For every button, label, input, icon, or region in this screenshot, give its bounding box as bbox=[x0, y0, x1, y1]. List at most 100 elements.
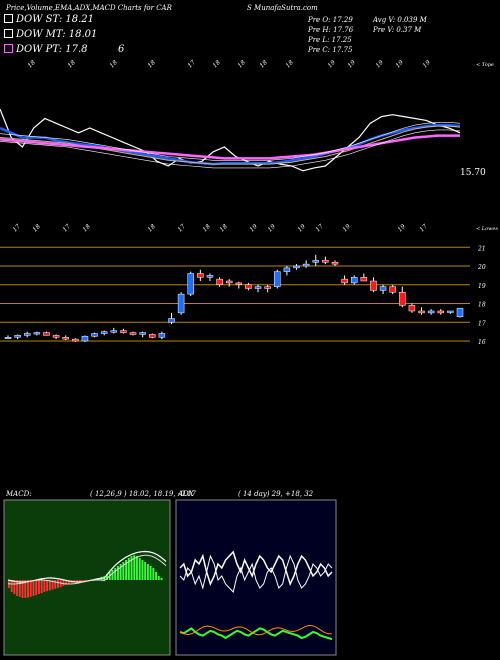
candle-body bbox=[52, 335, 60, 338]
price-level-label: 21 bbox=[477, 245, 486, 252]
prev-close: Pre C: 17.75 bbox=[308, 46, 353, 54]
macd-bar bbox=[119, 564, 122, 580]
ema-top-date-label: 18 bbox=[258, 59, 268, 69]
legend-dow-st: DOW ST: 18.21 bbox=[4, 14, 94, 25]
macd-bar bbox=[18, 580, 21, 597]
macd-title: MACD: bbox=[6, 490, 32, 498]
candle-body bbox=[120, 330, 127, 333]
macd-bar bbox=[152, 568, 155, 580]
candle-body bbox=[350, 277, 358, 284]
ema-top-date-label: 18 bbox=[108, 59, 118, 69]
ema-top-date-label: 18 bbox=[284, 59, 294, 69]
candle-body bbox=[168, 318, 175, 323]
macd-bar bbox=[116, 566, 119, 580]
macd-bar bbox=[32, 580, 35, 596]
macd-bar bbox=[13, 580, 16, 594]
macd-bar bbox=[73, 580, 76, 583]
candle-body bbox=[149, 334, 156, 338]
candle-body bbox=[447, 310, 454, 313]
macd-bar bbox=[149, 566, 152, 580]
candle-body bbox=[331, 262, 339, 265]
price-corner-label: < Lowes bbox=[476, 226, 498, 232]
candle-body bbox=[418, 310, 425, 314]
candle-body bbox=[197, 273, 204, 278]
candle-body bbox=[427, 310, 435, 314]
ema-bottom-date-label: 18 bbox=[81, 223, 91, 233]
macd-bar bbox=[24, 580, 27, 598]
candle-body bbox=[62, 337, 69, 340]
ema-corner-label: < Tope bbox=[476, 62, 494, 68]
macd-signal-line bbox=[7, 554, 167, 585]
macd-bar bbox=[127, 558, 130, 580]
avg-volume: Avg V: 0.039 M bbox=[373, 16, 427, 24]
adx-panel-bg bbox=[175, 499, 337, 656]
adx-lines bbox=[179, 550, 333, 641]
candle-body bbox=[370, 280, 377, 291]
legend-swatch-mt bbox=[4, 29, 13, 38]
price-level-label: 17 bbox=[478, 320, 486, 327]
macd-bar bbox=[157, 576, 160, 580]
macd-bar bbox=[122, 562, 125, 580]
ema-bottom-date-label: 17 bbox=[11, 223, 21, 233]
macd-bar bbox=[40, 580, 43, 594]
candle-body bbox=[322, 260, 329, 263]
ema-bottom-date-label: 17 bbox=[418, 223, 428, 233]
price-level-label: 19 bbox=[478, 283, 486, 290]
ema-top-date-label: 18 bbox=[26, 59, 36, 69]
candle-body bbox=[100, 331, 108, 334]
ema-lines bbox=[0, 108, 461, 172]
candle-body bbox=[177, 293, 185, 314]
macd-bar bbox=[35, 580, 38, 596]
macd-bar bbox=[37, 580, 40, 594]
ema-top-date-label: 18 bbox=[146, 59, 156, 69]
ema-bottom-date-label: 19 bbox=[266, 223, 276, 233]
ema-top-date-label: 19 bbox=[394, 59, 404, 69]
macd-bar bbox=[43, 580, 46, 592]
candle-body bbox=[4, 337, 12, 339]
legend-extra: 6 bbox=[118, 44, 125, 55]
candle-body bbox=[312, 260, 319, 263]
macd-bar bbox=[62, 580, 65, 586]
macd-bar bbox=[78, 580, 81, 582]
candle-body bbox=[302, 263, 310, 267]
candle-body bbox=[389, 286, 396, 293]
macd-bar bbox=[29, 580, 32, 597]
ema-last-value: 15.70 bbox=[460, 168, 486, 178]
candle-body bbox=[158, 333, 166, 338]
macd-bar bbox=[106, 574, 108, 580]
legend-swatch-pt bbox=[4, 44, 13, 53]
candle-body bbox=[43, 332, 50, 336]
candle-body bbox=[139, 332, 146, 335]
macd-params: ( 12,26,9 ) 18.02, 18.19, -0.17 bbox=[90, 490, 196, 498]
macd-bar bbox=[155, 572, 158, 580]
ema-top-date-label: 19 bbox=[326, 59, 336, 69]
macd-bar bbox=[16, 580, 19, 596]
candle-body bbox=[235, 282, 243, 285]
ema-bottom-date-label: 19 bbox=[248, 223, 258, 233]
legend-dow-pt: DOW PT: 17.8 bbox=[4, 44, 88, 55]
macd-bar bbox=[146, 564, 149, 580]
macd-bar bbox=[21, 580, 24, 598]
candle-body bbox=[91, 333, 98, 337]
macd-bar bbox=[84, 580, 87, 582]
macd-bar bbox=[57, 580, 59, 588]
candle-body bbox=[245, 284, 252, 289]
ema-top-date-label: 19 bbox=[421, 59, 431, 69]
legend-dow-mt: DOW MT: 18.01 bbox=[4, 29, 97, 40]
candlesticks bbox=[4, 254, 464, 342]
macd-bar bbox=[10, 580, 13, 592]
macd-bar bbox=[111, 570, 114, 580]
candle-body bbox=[72, 338, 79, 342]
adx-params: ( 14 day) 29, +18, 32 bbox=[238, 490, 314, 498]
macd-bar bbox=[27, 580, 29, 598]
candle-body bbox=[14, 335, 21, 338]
ema-series-line bbox=[0, 108, 461, 172]
adx-minus-di-line bbox=[179, 624, 332, 636]
macd-bar bbox=[114, 568, 117, 580]
candle-body bbox=[456, 307, 464, 318]
ema-bottom-date-label: 19 bbox=[296, 223, 306, 233]
ema-bottom-date-label: 18 bbox=[31, 223, 41, 233]
macd-bar bbox=[133, 555, 136, 580]
macd-bar bbox=[48, 580, 51, 591]
